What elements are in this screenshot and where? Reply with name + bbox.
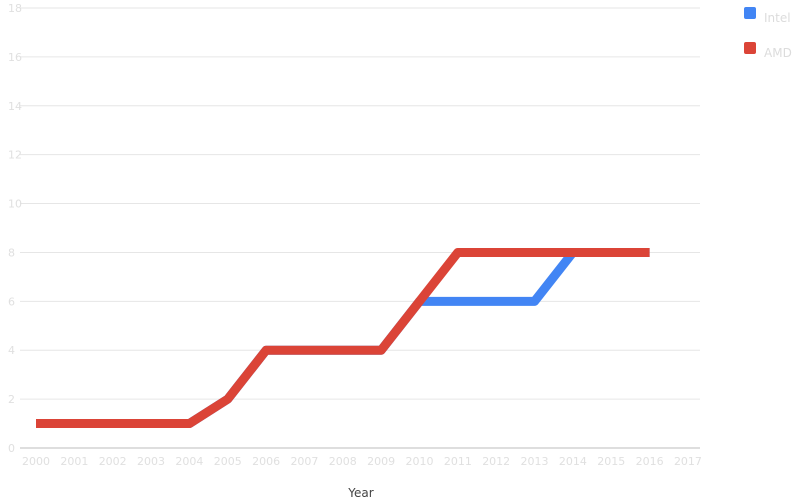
legend-label-amd: AMD (764, 46, 792, 60)
legend-label-intel: Intel (764, 11, 791, 25)
legend: Intel AMD (744, 7, 792, 60)
series-lines (36, 247, 650, 429)
x-tick-label: 2008 (329, 455, 357, 468)
x-tick-label: 2012 (482, 455, 510, 468)
y-tick-label: 18 (8, 2, 22, 15)
x-tick-label: 2015 (597, 455, 625, 468)
x-tick-label: 2006 (252, 455, 280, 468)
y-tick-label: 4 (8, 344, 15, 357)
series-line-amd (36, 247, 650, 429)
x-tick-label: 2004 (175, 455, 203, 468)
grid-lines (20, 7, 700, 449)
y-tick-label: 2 (8, 393, 15, 406)
axes: 0 2 4 6 8 10 12 14 16 18 2000 2001 2002 2003 2004 2005 2… (8, 2, 702, 468)
y-tick-label: 10 (8, 198, 22, 211)
series-line-intel (36, 247, 650, 429)
x-tick-label: 2007 (290, 455, 318, 468)
x-tick-label: 2002 (99, 455, 127, 468)
x-tick-label: 2005 (214, 455, 242, 468)
y-tick-label: 6 (8, 295, 15, 308)
legend-swatch-intel (744, 7, 756, 19)
y-tick-label: 16 (8, 51, 22, 64)
x-tick-label: 2014 (559, 455, 587, 468)
x-tick-label: 2011 (444, 455, 472, 468)
y-tick-label: 12 (8, 149, 22, 162)
x-tick-label: 2010 (406, 455, 434, 468)
x-tick-label: 2013 (521, 455, 549, 468)
y-tick-label: 14 (8, 100, 22, 113)
x-tick-label: 2001 (60, 455, 88, 468)
y-tick-label: 8 (8, 246, 15, 259)
x-tick-label: 2017 (674, 455, 702, 468)
x-axis-title: Year (347, 486, 373, 500)
x-tick-label: 2000 (22, 455, 50, 468)
y-tick-label: 0 (8, 442, 15, 455)
x-tick-label: 2016 (636, 455, 664, 468)
legend-swatch-amd (744, 42, 756, 54)
x-tick-label: 2003 (137, 455, 165, 468)
x-tick-label: 2009 (367, 455, 395, 468)
